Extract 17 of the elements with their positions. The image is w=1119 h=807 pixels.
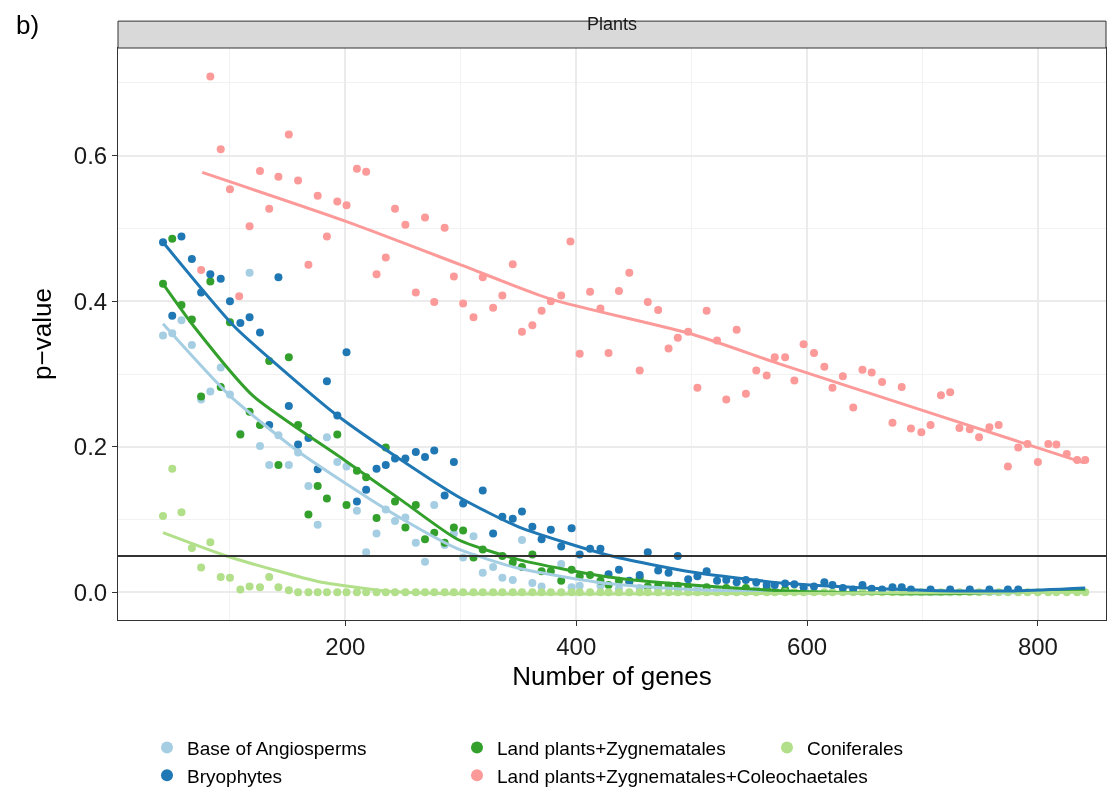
y-tick-label: 0.2: [73, 433, 108, 461]
legend-label: Land plants+Zygnematales+Coleochaetales: [497, 765, 868, 787]
x-tick-label: 400: [556, 632, 597, 660]
y-tick-label: 0.4: [73, 287, 108, 315]
chart-title: Plants: [586, 14, 638, 35]
x-axis-title: Number of genes: [512, 661, 712, 692]
y-axis-title: p−value: [27, 288, 58, 380]
x-tick-label: 800: [1017, 632, 1058, 660]
legend-label: Bryophytes: [187, 765, 283, 787]
legend-label: Land plants+Zygnematales: [497, 737, 726, 759]
legend-label: Base of Angiosperms: [187, 737, 367, 759]
legend-label: Coniferales: [807, 737, 904, 759]
y-tick-label: 0.6: [73, 142, 108, 170]
y-tick-label: 0.0: [73, 578, 108, 606]
x-tick-label: 200: [325, 632, 366, 660]
text: b): [16, 10, 40, 40]
x-tick-label: 600: [787, 632, 828, 660]
